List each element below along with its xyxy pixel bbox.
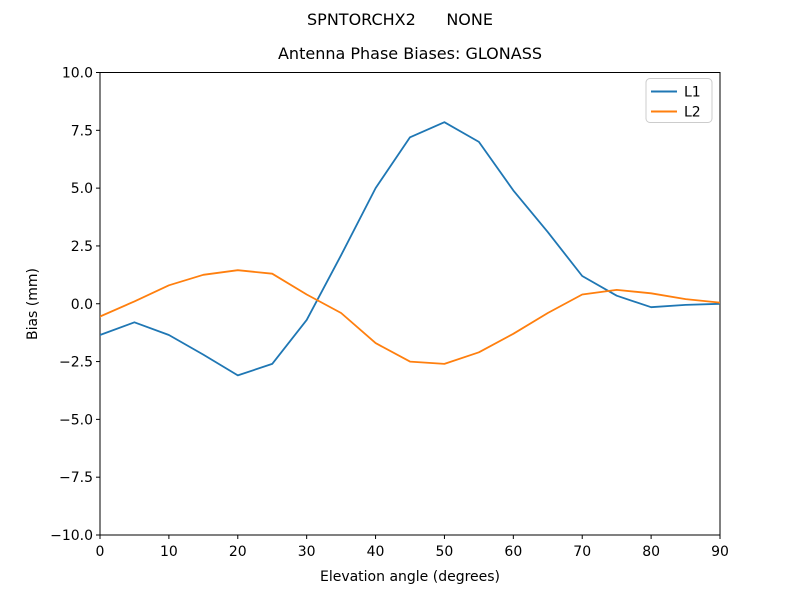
x-tick-label: 20 [229,544,247,560]
y-tick-label: 5.0 [71,181,93,197]
y-tick-label: 10.0 [62,66,93,82]
series-line-l1 [100,121,720,377]
x-tick-label: 40 [367,544,385,560]
axes-frame [99,72,721,536]
legend-box [645,78,713,123]
x-tick-label: 30 [298,544,316,560]
x-tick-label: 50 [436,544,454,560]
legend: L1 L2 [645,78,713,123]
y-tick-label: −5.0 [59,412,93,428]
y-tick-label: −7.5 [59,470,93,486]
x-tick-label: 70 [573,544,591,560]
figure-suptitle: SPNTORCHX2 NONE [307,10,493,29]
y-tick-label: 7.5 [71,123,93,139]
x-tick-label: 60 [504,544,522,560]
data-lines [100,121,720,377]
x-tick-label: 80 [642,544,660,560]
y-tick-label: −10.0 [50,528,93,544]
series-line-l2 [100,269,720,365]
x-tick-label: 10 [160,544,178,560]
y-tick-label: −2.5 [59,355,93,371]
y-axis-label: Bias (mm) [25,268,41,340]
x-tick-label: 0 [96,544,105,560]
y-tick-label: 0.0 [71,297,93,313]
legend-l1-label: L1 [684,85,701,101]
axis-ticks: 0 10 20 30 40 50 60 70 80 90 −10.0 −7.5 −5.0 −2.5 0.0 2… [50,66,729,561]
x-tick-label: 90 [711,544,729,560]
legend-l2-label: L2 [684,105,701,121]
axes-title: Antenna Phase Biases: GLONASS [277,44,542,63]
y-tick-label: 2.5 [71,239,93,255]
x-axis-label: Elevation angle (degrees) [320,569,500,585]
